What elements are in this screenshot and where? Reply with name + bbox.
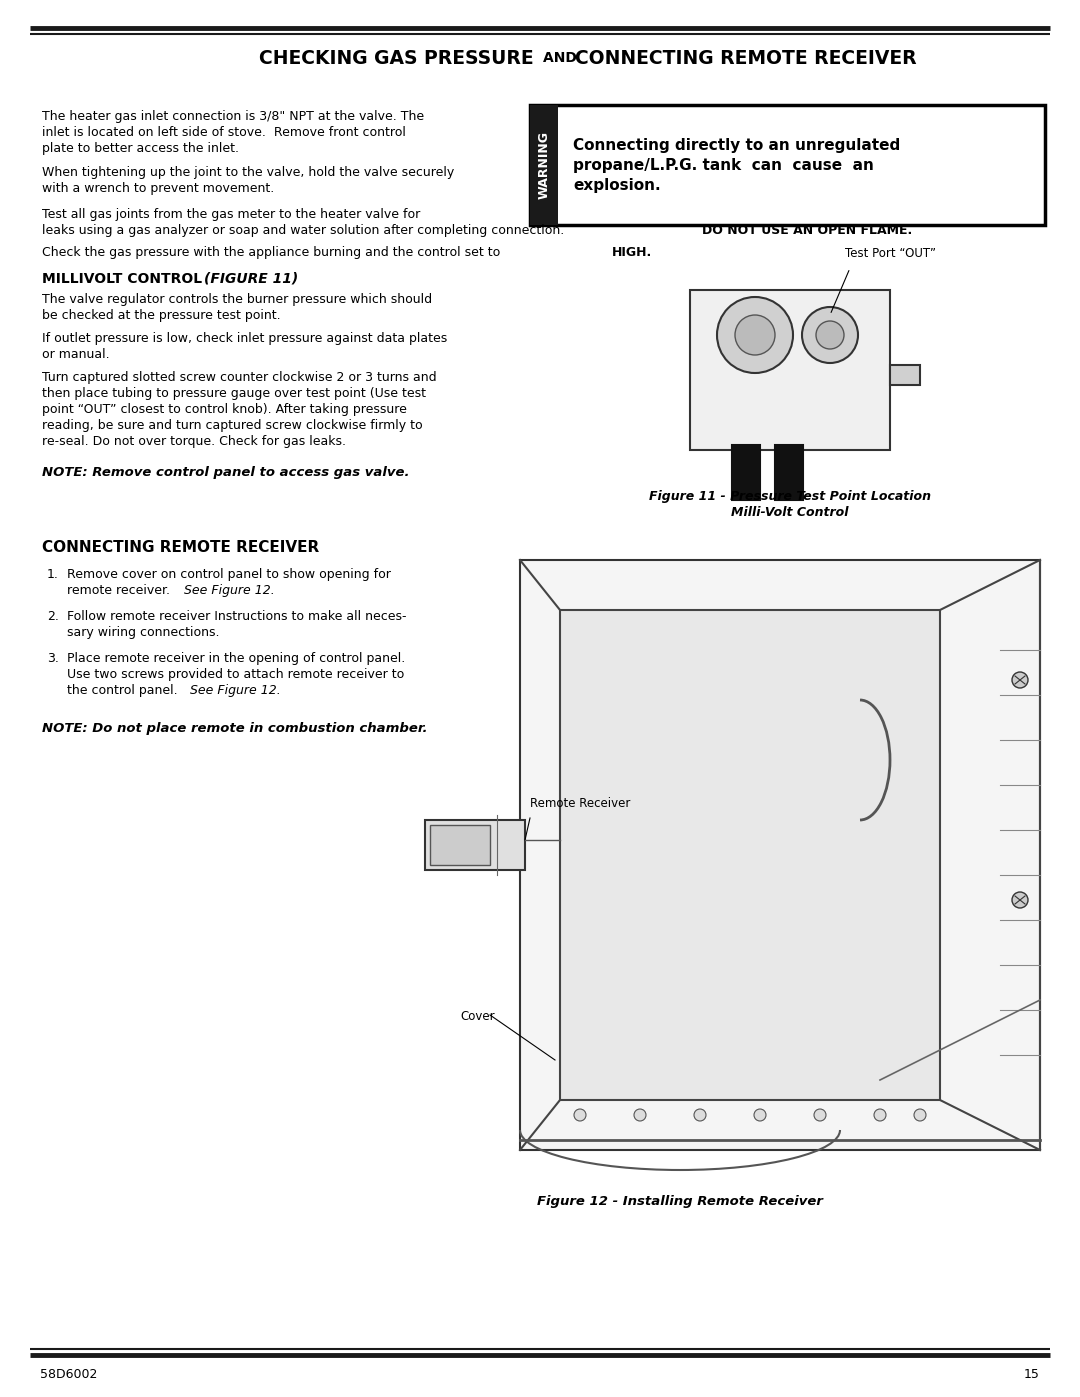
Text: re-seal. Do not over torque. Check for gas leaks.: re-seal. Do not over torque. Check for g… [42,434,346,448]
Text: NOTE: Remove control panel to access gas valve.: NOTE: Remove control panel to access gas… [42,467,409,479]
Text: Place remote receiver in the opening of control panel.: Place remote receiver in the opening of … [67,652,405,665]
Circle shape [914,1109,926,1120]
Text: (FIGURE 11): (FIGURE 11) [204,272,298,286]
Text: WARNING: WARNING [538,131,551,198]
Text: Figure 11 - Pressure Test Point Location: Figure 11 - Pressure Test Point Location [649,490,931,503]
Circle shape [717,298,793,373]
Text: CONNECTING REMOTE RECEIVER: CONNECTING REMOTE RECEIVER [42,541,320,555]
Text: 58D6002: 58D6002 [40,1369,97,1382]
Text: Use two screws provided to attach remote receiver to: Use two screws provided to attach remote… [67,668,404,680]
Text: Remove cover on control panel to show opening for: Remove cover on control panel to show op… [67,569,391,581]
Bar [426,820,525,870]
Text: See Figure 12.: See Figure 12. [184,584,274,597]
Bar [775,446,804,500]
Circle shape [816,321,843,349]
Text: Cover: Cover [460,1010,495,1023]
Bar [430,826,490,865]
Text: the control panel.: the control panel. [67,685,181,697]
Circle shape [634,1109,646,1120]
Text: MILLIVOLT CONTROL: MILLIVOLT CONTROL [42,272,207,286]
Text: sary wiring connections.: sary wiring connections. [67,626,219,638]
Text: Test all gas joints from the gas meter to the heater valve for: Test all gas joints from the gas meter t… [42,208,420,221]
Circle shape [1012,672,1028,687]
Text: reading, be sure and turn captured screw clockwise firmly to: reading, be sure and turn captured screw… [42,419,422,432]
Text: remote receiver.: remote receiver. [67,584,174,597]
Circle shape [694,1109,706,1120]
Circle shape [735,314,775,355]
Text: Turn captured slotted screw counter clockwise 2 or 3 turns and: Turn captured slotted screw counter cloc… [42,372,436,384]
Bar [530,105,558,225]
Text: explosion.: explosion. [573,177,661,193]
Text: See Figure 12.: See Figure 12. [190,685,281,697]
Text: NOTE: Do not place remote in combustion chamber.: NOTE: Do not place remote in combustion … [42,722,428,735]
Circle shape [874,1109,886,1120]
Bar [732,446,760,500]
Text: CHECKING GAS PRESSURE: CHECKING GAS PRESSURE [259,49,540,67]
Text: AND: AND [543,52,582,66]
Bar [530,105,1045,225]
Circle shape [754,1109,766,1120]
Text: Check the gas pressure with the appliance burning and the control set to: Check the gas pressure with the applianc… [42,246,504,258]
Text: When tightening up the joint to the valve, hold the valve securely: When tightening up the joint to the valv… [42,166,455,179]
Text: 1.: 1. [48,569,59,581]
Text: with a wrench to prevent movement.: with a wrench to prevent movement. [42,182,274,196]
Text: If outlet pressure is low, check inlet pressure against data plates: If outlet pressure is low, check inlet p… [42,332,447,345]
Text: Milli-Volt Control: Milli-Volt Control [731,506,849,520]
Text: point “OUT” closest to control knob). After taking pressure: point “OUT” closest to control knob). Af… [42,402,407,416]
Bar [890,365,920,386]
Text: or manual.: or manual. [42,348,110,360]
Text: inlet is located on left side of stove.  Remove front control: inlet is located on left side of stove. … [42,126,406,138]
Text: 15: 15 [1024,1369,1040,1382]
Text: be checked at the pressure test point.: be checked at the pressure test point. [42,309,281,321]
Text: plate to better access the inlet.: plate to better access the inlet. [42,142,239,155]
Text: The heater gas inlet connection is 3/8" NPT at the valve. The: The heater gas inlet connection is 3/8" … [42,110,424,123]
Text: Remote Receiver: Remote Receiver [530,798,631,810]
Text: propane/L.P.G. tank  can  cause  an: propane/L.P.G. tank can cause an [573,158,874,173]
Circle shape [802,307,858,363]
Text: leaks using a gas analyzer or soap and water solution after completing connectio: leaks using a gas analyzer or soap and w… [42,224,572,237]
Text: CONNECTING REMOTE RECEIVER: CONNECTING REMOTE RECEIVER [575,49,917,67]
Text: Figure 12 - Installing Remote Receiver: Figure 12 - Installing Remote Receiver [537,1194,823,1208]
Text: then place tubing to pressure gauge over test point (Use test: then place tubing to pressure gauge over… [42,387,426,400]
Text: HIGH.: HIGH. [612,246,652,258]
Circle shape [814,1109,826,1120]
Text: The valve regulator controls the burner pressure which should: The valve regulator controls the burner … [42,293,432,306]
Text: DO NOT USE AN OPEN FLAME.: DO NOT USE AN OPEN FLAME. [702,224,913,237]
Bar [690,291,890,450]
Text: 2.: 2. [48,610,59,623]
Circle shape [1012,893,1028,908]
Circle shape [573,1109,586,1120]
Bar [561,610,940,1099]
Bar [519,560,1040,1150]
Text: 3.: 3. [48,652,59,665]
Text: Follow remote receiver Instructions to make all neces-: Follow remote receiver Instructions to m… [67,610,406,623]
Text: Connecting directly to an unregulated: Connecting directly to an unregulated [573,138,901,154]
Text: Test Port “OUT”: Test Port “OUT” [845,247,936,260]
